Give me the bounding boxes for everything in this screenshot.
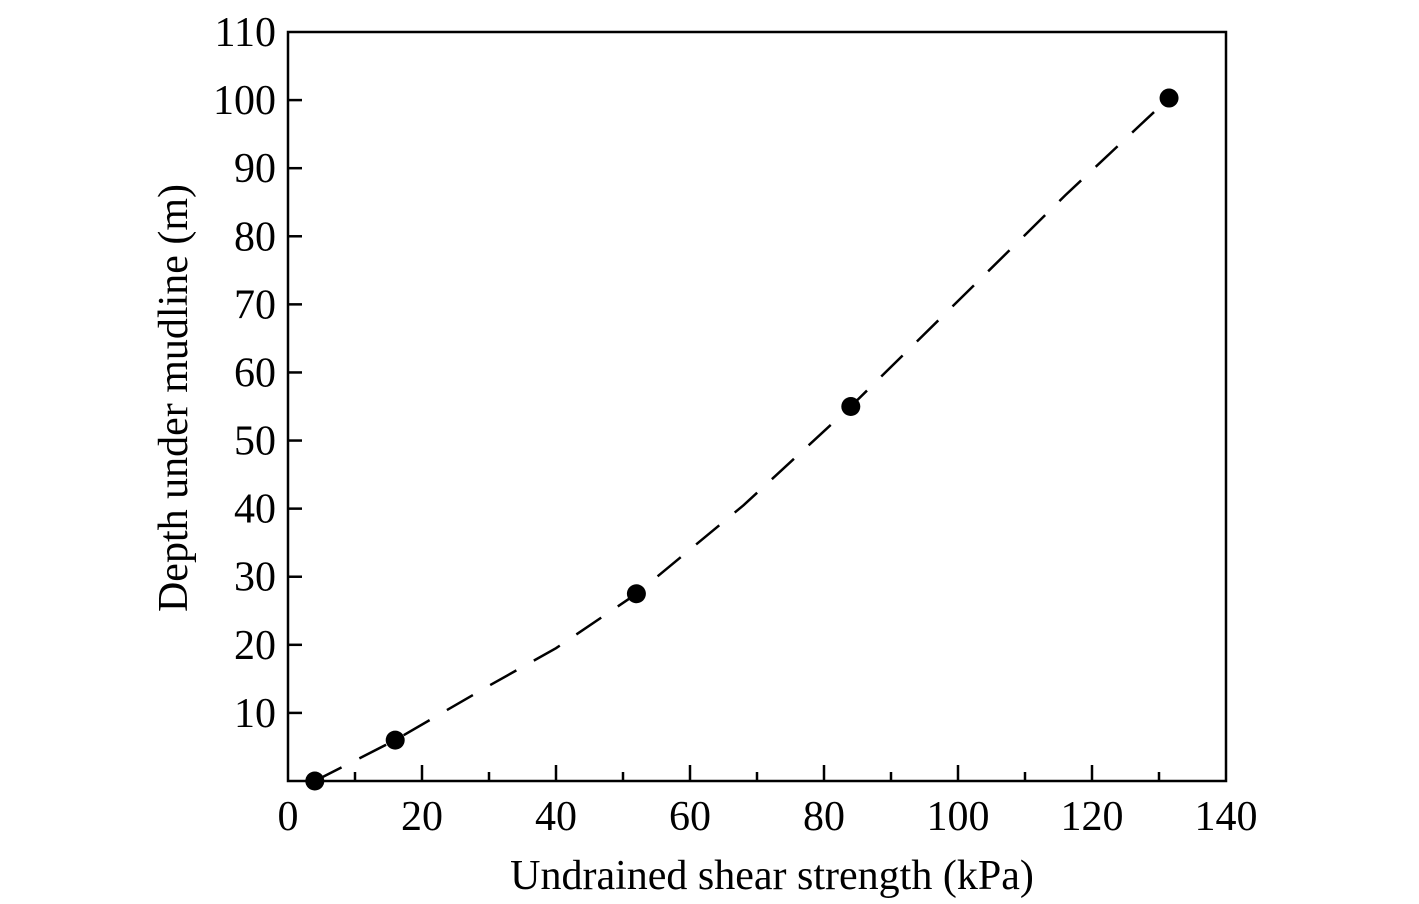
data-series bbox=[305, 88, 1179, 791]
y-tick-label: 90 bbox=[234, 146, 276, 192]
x-axis-label: Undrained shear strength (kPa) bbox=[510, 853, 1034, 899]
x-tick-label: 20 bbox=[401, 794, 443, 840]
x-tick-label: 60 bbox=[669, 794, 711, 840]
y-tick-label: 40 bbox=[234, 487, 276, 533]
axis-ticks bbox=[288, 98, 1161, 781]
x-tick-label: 140 bbox=[1195, 794, 1258, 840]
plot-frame bbox=[286, 30, 1228, 783]
y-tick-label: 70 bbox=[234, 282, 276, 328]
x-tick-label: 0 bbox=[278, 794, 299, 840]
axis-tick-labels: 0 20 40 60 80 100 120 140 10 20 30 40 50 60 70 80 90 100 1… bbox=[213, 10, 1258, 840]
y-tick-label: 110 bbox=[215, 10, 276, 56]
data-point bbox=[305, 771, 325, 791]
dashed-trend-line bbox=[314, 97, 1170, 783]
y-tick-label: 100 bbox=[213, 78, 276, 124]
y-tick-label: 30 bbox=[234, 555, 276, 601]
data-point bbox=[1159, 88, 1179, 108]
data-point bbox=[626, 584, 646, 604]
y-tick-label: 10 bbox=[234, 691, 276, 737]
x-tick-label: 120 bbox=[1061, 794, 1124, 840]
data-point bbox=[385, 730, 405, 750]
y-tick-label: 20 bbox=[234, 623, 276, 669]
x-tick-label: 40 bbox=[535, 794, 577, 840]
y-axis-label: Depth under mudline (m) bbox=[151, 184, 197, 612]
y-tick-label: 80 bbox=[234, 214, 276, 260]
y-tick-label: 50 bbox=[234, 419, 276, 465]
data-point bbox=[841, 397, 861, 416]
y-tick-label: 60 bbox=[234, 350, 276, 396]
x-tick-label: 80 bbox=[803, 794, 845, 840]
x-tick-label: 100 bbox=[927, 794, 990, 840]
